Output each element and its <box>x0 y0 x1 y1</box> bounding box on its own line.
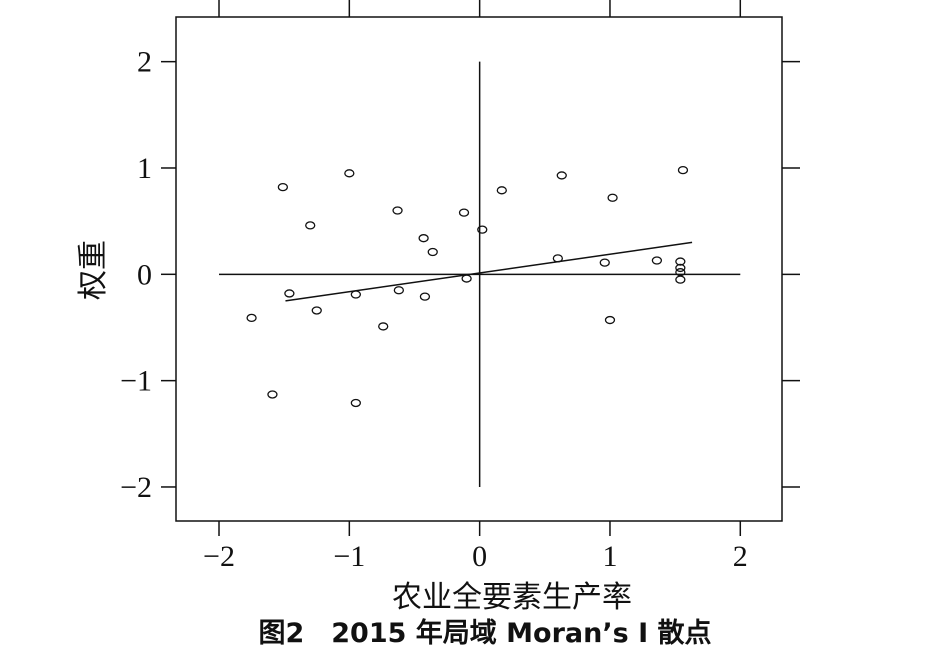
x-tick-label: 1 <box>602 540 617 573</box>
y-tick-label: 2 <box>137 46 152 79</box>
y-tick-label: −1 <box>120 365 152 398</box>
point <box>267 390 278 399</box>
fit-line <box>285 241 693 302</box>
caption: 图2 2015 年局域 Moran’s I 散点 <box>258 617 711 649</box>
x-tick-label: −1 <box>333 540 365 573</box>
x-tick-label: 0 <box>472 540 487 573</box>
point <box>552 254 563 263</box>
x-tick-label: −2 <box>203 540 235 573</box>
point <box>461 274 472 283</box>
point <box>393 286 405 295</box>
point <box>277 182 289 192</box>
point <box>675 263 686 273</box>
point <box>599 258 610 267</box>
point <box>392 206 403 215</box>
y-tick-label: 1 <box>137 152 152 185</box>
point <box>418 234 429 243</box>
point <box>350 290 361 299</box>
point <box>311 306 322 315</box>
point <box>427 247 438 257</box>
point <box>246 313 257 323</box>
y-tick-label: 0 <box>137 258 152 291</box>
point <box>350 398 361 408</box>
point <box>651 256 663 265</box>
point <box>419 292 431 301</box>
point <box>675 275 686 284</box>
y-axis-label: 权重 <box>76 240 111 300</box>
point <box>677 165 689 175</box>
point <box>607 193 618 202</box>
point <box>284 289 295 298</box>
point <box>477 225 488 234</box>
point <box>458 208 470 217</box>
point <box>305 221 316 230</box>
x-tick-label: 2 <box>733 540 748 573</box>
x-axis-label: 农业全要素生产率 <box>392 580 632 615</box>
point <box>604 315 616 325</box>
y-tick-label: −2 <box>120 471 152 504</box>
point <box>344 169 355 178</box>
point <box>378 322 389 331</box>
point <box>556 171 567 180</box>
point <box>496 186 507 195</box>
